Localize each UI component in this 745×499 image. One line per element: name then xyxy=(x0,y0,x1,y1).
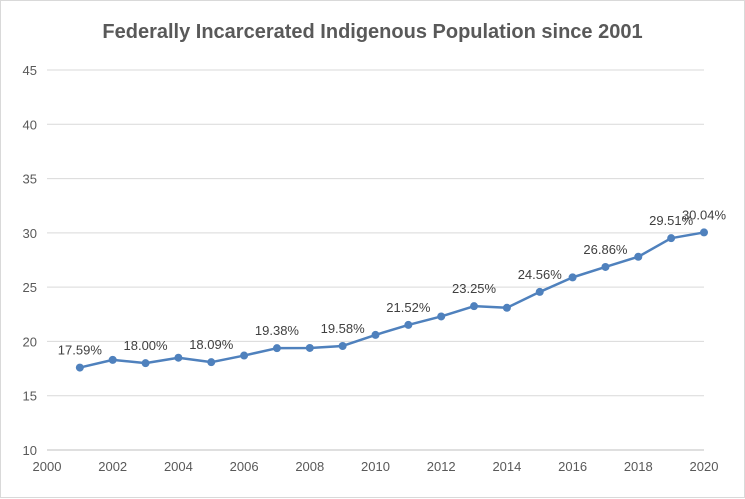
y-tick-label: 10 xyxy=(23,443,37,458)
data-point xyxy=(108,355,117,364)
data-label: 30.04% xyxy=(682,207,727,222)
data-point xyxy=(141,359,150,368)
data-label: 18.00% xyxy=(124,338,169,353)
x-tick-label: 2012 xyxy=(427,459,456,474)
data-label: 19.58% xyxy=(321,321,366,336)
data-point xyxy=(75,363,84,372)
data-point xyxy=(371,330,380,339)
data-point xyxy=(240,351,249,360)
data-point xyxy=(700,228,708,237)
y-tick-label: 15 xyxy=(23,389,37,404)
data-point xyxy=(601,262,610,271)
x-tick-label: 2006 xyxy=(230,459,259,474)
x-tick-label: 2008 xyxy=(295,459,324,474)
data-label: 23.25% xyxy=(452,281,497,296)
data-label: 18.09% xyxy=(189,337,234,352)
data-label: 29.51% xyxy=(649,213,694,228)
x-tick-label: 2020 xyxy=(690,459,719,474)
chart-title: Federally Incarcerated Indigenous Popula… xyxy=(102,21,643,43)
data-label: 19.38% xyxy=(255,323,300,338)
data-point xyxy=(667,234,676,243)
data-point xyxy=(470,302,479,311)
x-tick-label: 2002 xyxy=(98,459,127,474)
y-tick-label: 25 xyxy=(23,280,37,295)
x-tick-label: 2016 xyxy=(558,459,587,474)
data-point xyxy=(535,287,544,296)
y-tick-label: 30 xyxy=(23,226,37,241)
x-tick-label: 2014 xyxy=(492,459,521,474)
data-point xyxy=(404,320,413,329)
data-point xyxy=(634,252,643,261)
data-point xyxy=(305,343,314,352)
data-label: 17.59% xyxy=(58,343,103,358)
data-point xyxy=(502,303,511,312)
data-point xyxy=(207,358,216,367)
data-point xyxy=(568,273,577,282)
data-point xyxy=(174,353,183,362)
y-tick-label: 35 xyxy=(23,172,37,187)
series-line xyxy=(79,231,705,369)
data-label: 26.86% xyxy=(583,242,628,257)
x-tick-label: 2010 xyxy=(361,459,390,474)
y-tick-label: 40 xyxy=(23,117,37,132)
x-tick-label: 2004 xyxy=(164,459,193,474)
data-point xyxy=(437,312,446,321)
data-label: 21.52% xyxy=(386,300,431,315)
y-tick-label: 45 xyxy=(23,63,37,78)
data-label: 24.56% xyxy=(518,267,563,282)
x-tick-label: 2000 xyxy=(33,459,62,474)
data-point xyxy=(272,344,281,353)
data-point xyxy=(338,341,347,350)
x-tick-label: 2018 xyxy=(624,459,653,474)
y-tick-label: 20 xyxy=(23,334,37,349)
